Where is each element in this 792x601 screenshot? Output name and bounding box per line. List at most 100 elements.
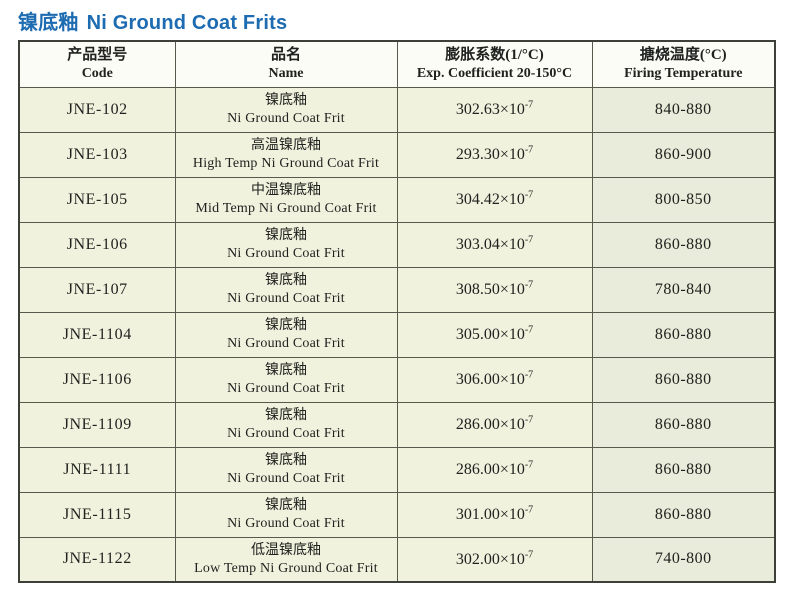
product-code: JNE-1109 bbox=[62, 415, 132, 433]
page-title: 镍底釉 Ni Ground Coat Frits bbox=[18, 6, 287, 35]
cell-firing-temperature: 860-880 bbox=[591, 446, 776, 493]
firing-temperature: 860-880 bbox=[654, 415, 712, 433]
header-code: 产品型号 Code bbox=[18, 40, 176, 88]
table-row: JNE-1122 低温镍底釉 Low Temp Ni Ground Coat F… bbox=[18, 536, 776, 583]
cell-product-code: JNE-1111 bbox=[18, 446, 176, 493]
product-name-en: Ni Ground Coat Frit bbox=[227, 471, 345, 486]
cell-product-name: 高温镍底釉 High Temp Ni Ground Coat Frit bbox=[174, 131, 398, 178]
cell-firing-temperature: 780-840 bbox=[591, 266, 776, 313]
product-name-en: Ni Ground Coat Frit bbox=[227, 516, 345, 531]
cell-product-name: 低温镍底釉 Low Temp Ni Ground Coat Frit bbox=[174, 536, 398, 583]
table-row: JNE-1111 镍底釉 Ni Ground Coat Frit 286.00×… bbox=[18, 446, 776, 493]
product-name-en: High Temp Ni Ground Coat Frit bbox=[192, 156, 380, 171]
product-name-zh: 镍底釉 bbox=[265, 93, 307, 108]
cell-expansion-coefficient: 293.30×10-7 bbox=[396, 131, 593, 178]
header-coef-en: Exp. Coefficient 20-150°C bbox=[416, 66, 573, 82]
table-row: JNE-105 中温镍底釉 Mid Temp Ni Ground Coat Fr… bbox=[18, 176, 776, 223]
firing-temperature: 800-850 bbox=[654, 190, 712, 208]
cell-product-name: 镍底釉 Ni Ground Coat Frit bbox=[174, 491, 398, 538]
expansion-coefficient: 302.63×10-7 bbox=[455, 99, 534, 119]
firing-temperature: 860-880 bbox=[654, 505, 712, 523]
expansion-coefficient: 293.30×10-7 bbox=[455, 144, 534, 164]
product-name-zh: 镍底釉 bbox=[265, 363, 307, 378]
cell-firing-temperature: 840-880 bbox=[591, 86, 776, 133]
firing-temperature: 860-880 bbox=[654, 370, 712, 388]
cell-firing-temperature: 860-880 bbox=[591, 491, 776, 538]
header-name-en: Name bbox=[268, 66, 304, 82]
product-name-zh: 镍底釉 bbox=[265, 498, 307, 513]
product-name-zh: 低温镍底釉 bbox=[251, 542, 321, 558]
header-code-en: Code bbox=[81, 66, 113, 82]
cell-product-name: 镍底釉 Ni Ground Coat Frit bbox=[174, 446, 398, 493]
table-row: JNE-102 镍底釉 Ni Ground Coat Frit 302.63×1… bbox=[18, 86, 776, 133]
header-firing-en: Firing Temperature bbox=[624, 66, 743, 82]
product-code: JNE-106 bbox=[66, 235, 128, 253]
product-name-en: Mid Temp Ni Ground Coat Frit bbox=[195, 201, 377, 216]
product-code: JNE-102 bbox=[66, 100, 128, 118]
cell-product-code: JNE-1115 bbox=[18, 491, 176, 538]
product-name-zh: 镍底釉 bbox=[265, 408, 307, 423]
cell-expansion-coefficient: 302.00×10-7 bbox=[396, 536, 593, 583]
table-row: JNE-107 镍底釉 Ni Ground Coat Frit 308.50×1… bbox=[18, 266, 776, 313]
firing-temperature: 780-840 bbox=[654, 280, 712, 298]
cell-expansion-coefficient: 301.00×10-7 bbox=[396, 491, 593, 538]
product-table: 产品型号 Code 品名 Name 膨胀系数(1/°C) Exp. Coeffi… bbox=[18, 40, 776, 583]
table-row: JNE-1104 镍底釉 Ni Ground Coat Frit 305.00×… bbox=[18, 311, 776, 358]
cell-firing-temperature: 860-900 bbox=[591, 131, 776, 178]
cell-firing-temperature: 860-880 bbox=[591, 311, 776, 358]
cell-product-code: JNE-102 bbox=[18, 86, 176, 133]
product-code: JNE-107 bbox=[66, 280, 128, 298]
product-name-en: Ni Ground Coat Frit bbox=[227, 291, 345, 306]
table-row: JNE-1115 镍底釉 Ni Ground Coat Frit 301.00×… bbox=[18, 491, 776, 538]
table-row: JNE-106 镍底釉 Ni Ground Coat Frit 303.04×1… bbox=[18, 221, 776, 268]
cell-product-code: JNE-107 bbox=[18, 266, 176, 313]
header-code-zh: 产品型号 bbox=[67, 47, 128, 64]
product-code: JNE-103 bbox=[66, 145, 128, 163]
product-name-zh: 中温镍底釉 bbox=[251, 183, 321, 198]
product-name-zh: 镍底釉 bbox=[265, 453, 307, 468]
expansion-coefficient: 306.00×10-7 bbox=[455, 369, 534, 389]
product-name-zh: 镍底釉 bbox=[265, 318, 307, 333]
cell-expansion-coefficient: 286.00×10-7 bbox=[396, 401, 593, 448]
product-name-en: Ni Ground Coat Frit bbox=[227, 111, 345, 126]
expansion-coefficient: 303.04×10-7 bbox=[455, 234, 534, 254]
expansion-coefficient: 308.50×10-7 bbox=[455, 279, 534, 299]
product-name-zh: 镍底釉 bbox=[265, 273, 307, 288]
header-expansion-coefficient: 膨胀系数(1/°C) Exp. Coefficient 20-150°C bbox=[396, 40, 593, 88]
product-code: JNE-1106 bbox=[62, 370, 132, 388]
cell-product-name: 镍底釉 Ni Ground Coat Frit bbox=[174, 221, 398, 268]
product-code: JNE-1122 bbox=[62, 550, 132, 568]
firing-temperature: 860-880 bbox=[654, 460, 712, 478]
header-name: 品名 Name bbox=[174, 40, 398, 88]
cell-product-code: JNE-106 bbox=[18, 221, 176, 268]
cell-product-name: 镍底釉 Ni Ground Coat Frit bbox=[174, 311, 398, 358]
firing-temperature: 840-880 bbox=[654, 100, 712, 118]
cell-expansion-coefficient: 306.00×10-7 bbox=[396, 356, 593, 403]
product-name-en: Ni Ground Coat Frit bbox=[227, 336, 345, 351]
page-title-chinese: 镍底釉 bbox=[18, 12, 79, 34]
cell-product-code: JNE-105 bbox=[18, 176, 176, 223]
cell-product-code: JNE-1106 bbox=[18, 356, 176, 403]
cell-expansion-coefficient: 302.63×10-7 bbox=[396, 86, 593, 133]
cell-product-code: JNE-1104 bbox=[18, 311, 176, 358]
firing-temperature: 740-800 bbox=[654, 550, 712, 568]
product-code: JNE-1111 bbox=[63, 460, 132, 478]
firing-temperature: 860-880 bbox=[654, 325, 712, 343]
cell-expansion-coefficient: 304.42×10-7 bbox=[396, 176, 593, 223]
cell-firing-temperature: 860-880 bbox=[591, 221, 776, 268]
product-name-zh: 镍底釉 bbox=[265, 228, 307, 243]
table-row: JNE-103 高温镍底釉 High Temp Ni Ground Coat F… bbox=[18, 131, 776, 178]
cell-product-name: 镍底釉 Ni Ground Coat Frit bbox=[174, 266, 398, 313]
firing-temperature: 860-880 bbox=[654, 235, 712, 253]
cell-product-code: JNE-1109 bbox=[18, 401, 176, 448]
cell-product-code: JNE-103 bbox=[18, 131, 176, 178]
product-name-en: Ni Ground Coat Frit bbox=[227, 426, 345, 441]
cell-product-name: 镍底釉 Ni Ground Coat Frit bbox=[174, 356, 398, 403]
product-code: JNE-1115 bbox=[63, 505, 132, 523]
firing-temperature: 860-900 bbox=[654, 145, 712, 163]
cell-firing-temperature: 800-850 bbox=[591, 176, 776, 223]
expansion-coefficient: 302.00×10-7 bbox=[455, 549, 534, 568]
cell-firing-temperature: 740-800 bbox=[591, 536, 776, 583]
page-title-english: Ni Ground Coat Frits bbox=[86, 12, 288, 34]
